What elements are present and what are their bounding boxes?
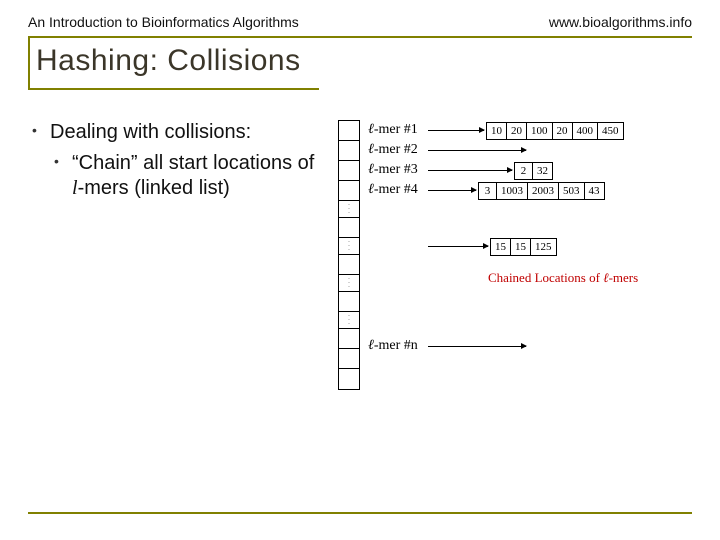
header-right: www.bioalgorithms.info [549,14,692,30]
hash-cell [339,369,359,389]
chain-cell: 10 [487,123,507,139]
slide-header: An Introduction to Bioinformatics Algori… [28,14,692,30]
hash-dots: · · · [339,312,359,329]
diagram-column: · · ·· · ·· · ·· · · ℓ-mer #110201002040… [338,120,692,420]
hash-cell [339,218,359,238]
chain-list: 31003200350343 [478,182,605,200]
arrow-icon [428,246,488,247]
arrow-icon [428,150,526,151]
hash-cell [339,292,359,312]
hash-cell [339,161,359,181]
hash-dots: · · · [339,275,359,292]
bullet-sub: “Chain” all start locations of l-mers (l… [50,151,328,201]
hash-table-column: · · · · · · · · · · · · [338,120,360,390]
arrow-icon [428,346,526,347]
slide-title: Hashing: Collisions [36,44,301,78]
header-left: An Introduction to Bioinformatics Algori… [28,14,299,30]
bullet-main-text: Dealing with collisions: [50,121,251,143]
hash-dots: · · · [339,238,359,255]
hash-cell [339,141,359,161]
lmer-label: ℓ-mer #1 [368,122,418,138]
chain-cell: 125 [531,239,556,255]
chain-cell: 2003 [528,183,559,199]
hash-dots: · · · [339,201,359,218]
slide-body: Dealing with collisions: “Chain” all sta… [28,120,692,420]
text-column: Dealing with collisions: “Chain” all sta… [28,120,328,420]
chain-cell: 400 [573,123,599,139]
hash-diagram: · · ·· · ·· · ·· · · ℓ-mer #110201002040… [338,120,678,420]
chain-list: 1515125 [490,238,557,256]
chain-cell: 2 [515,163,533,179]
chain-cell: 3 [479,183,497,199]
arrow-icon [428,190,476,191]
diagram-caption: Chained Locations of ℓ-mers [488,270,638,286]
arrow-icon [428,130,484,131]
bullet-main: Dealing with collisions: “Chain” all sta… [28,120,328,201]
lmer-label: ℓ-mer #4 [368,182,418,198]
chain-cell: 1003 [497,183,528,199]
bullet-sub-prefix: “Chain” all start locations of [72,152,314,174]
chain-cell: 43 [585,183,604,199]
chain-cell: 503 [559,183,585,199]
lmer-label: ℓ-mer #2 [368,142,418,158]
lmer-label: ℓ-mer #3 [368,162,418,178]
hash-cell [339,121,359,141]
chain-cell: 20 [553,123,573,139]
chain-cell: 15 [511,239,531,255]
chain-cell: 20 [507,123,527,139]
arrow-icon [428,170,512,171]
chain-list: 232 [514,162,553,180]
slide: An Introduction to Bioinformatics Algori… [0,0,720,540]
bullet-sub-suffix: -mers (linked list) [78,177,230,199]
lmer-label: ℓ-mer #n [368,338,418,354]
bullet-list: Dealing with collisions: “Chain” all sta… [28,120,328,201]
chain-list: 102010020400450 [486,122,624,140]
title-box: Hashing: Collisions [28,36,319,90]
hash-cell [339,255,359,275]
hash-cell [339,181,359,201]
chain-cell: 15 [491,239,511,255]
accent-line-bottom [28,512,692,514]
hash-cell [339,329,359,349]
hash-cell [339,349,359,369]
chain-cell: 100 [527,123,553,139]
chain-cell: 32 [533,163,552,179]
chain-cell: 450 [598,123,623,139]
